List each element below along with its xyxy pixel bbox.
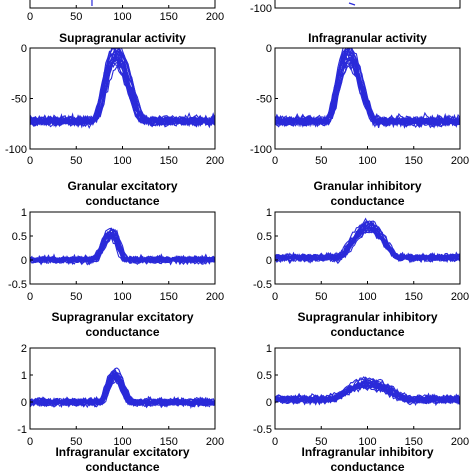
subplot-title: Granular excitatory [67,179,177,193]
y-tick-label: 0 [21,255,27,267]
trace-line [30,59,215,128]
trace-line [30,227,215,263]
x-tick-label: 200 [206,291,224,303]
subplot-title: conductance [85,194,159,208]
x-tick-label: 50 [315,436,327,448]
y-tick-label: 0.5 [257,370,272,382]
x-tick-label: 100 [113,436,131,448]
subplot-title: conductance [330,460,404,474]
y-tick-label: -50 [256,94,272,106]
y-tick-label: 1 [21,370,27,382]
trace-line [275,381,460,403]
x-tick-label: 200 [451,291,469,303]
x-tick-label: 0 [27,291,33,303]
y-tick-label: 0 [266,43,272,55]
y-tick-label: -100 [5,144,27,156]
x-tick-label: 150 [160,11,178,23]
subplot-title: conductance [85,460,159,474]
y-tick-label: 1 [21,207,27,219]
x-tick-label: 50 [70,436,82,448]
y-tick-label: 0 [266,397,272,409]
x-tick-label: 150 [405,155,423,167]
x-tick-label: 0 [272,436,278,448]
y-tick-label: -0.5 [253,279,272,291]
trace-line [275,229,460,263]
subplot-granular-inh-potential: 0 50 100 150 200 0 -50 -100 Granular inhibitoryc… [250,43,469,208]
trace-line [275,48,460,124]
x-tick-label: 200 [451,436,469,448]
x-tick-label: 100 [358,155,376,167]
y-tick-label: -100 [250,144,272,156]
y-tick-label: 0 [21,43,27,55]
x-tick-label: 100 [358,291,376,303]
x-tick-label: 100 [113,155,131,167]
y-tick-label: -1 [17,424,27,436]
x-tick-label: 50 [70,155,82,167]
y-tick-label: 0.5 [12,231,27,243]
subplot-title: Supragranular excitatory [51,310,193,324]
subplot-top-right: -100 Infragranular activity [250,0,461,45]
subplot-title: Supragranular activity [59,31,186,45]
x-tick-label: 50 [70,291,82,303]
subplot-title: Granular inhibitory [313,179,421,193]
x-tick-label: 200 [206,155,224,167]
trace-line [275,224,460,260]
trace-line [30,373,215,408]
x-tick-label: 200 [206,436,224,448]
axes-frame [274,0,461,9]
subplot-title: Supragranular inhibitory [297,310,437,324]
x-tick-label: 0 [272,155,278,167]
x-tick-label: 0 [272,291,278,303]
trace-line [30,48,215,128]
trace-line [348,2,356,6]
subplot-title: Infragranular activity [308,31,427,45]
trace-line [30,48,215,125]
y-tick-label: -50 [11,94,27,106]
x-tick-label: 200 [451,155,469,167]
y-tick-label: 2 [21,343,27,355]
trace-line [275,63,460,128]
subplot-title: Infragranular excitatory [55,445,189,459]
x-tick-label: 200 [206,11,224,23]
x-tick-label: 0 [27,436,33,448]
x-tick-label: 0 [27,155,33,167]
y-tick-label: 0 [266,255,272,267]
x-tick-label: 50 [70,11,82,23]
x-tick-label: 100 [113,291,131,303]
x-tick-label: 150 [160,155,178,167]
y-tick-label: -0.5 [8,279,27,291]
y-tick-label: 1 [266,343,272,355]
y-tick-label: -0.5 [253,424,272,436]
x-tick-label: 150 [160,436,178,448]
subplot-title: conductance [85,325,159,339]
trace-line [30,234,215,266]
y-tick-label: -100 [250,3,272,15]
x-tick-label: 150 [405,436,423,448]
x-tick-label: 50 [315,291,327,303]
x-tick-label: 150 [405,291,423,303]
subplot-title: conductance [330,325,404,339]
subplot-title: Infragranular inhibitory [301,445,433,459]
x-tick-label: 100 [358,436,376,448]
y-tick-label: 1 [266,207,272,219]
subplot-title: conductance [330,194,404,208]
subplot-top-left: 0 50 100 150 200 Supragranular activity [27,0,224,45]
x-tick-label: 150 [160,291,178,303]
subplot-granular-exc-potential: 0 50 100 150 200 0 -50 -100 Granular excitatoryc… [5,43,224,208]
x-tick-label: 0 [27,11,33,23]
y-tick-label: 0.5 [257,231,272,243]
x-tick-label: 100 [113,11,131,23]
trace-line [30,56,215,126]
y-tick-label: 0 [21,397,27,409]
x-tick-label: 50 [315,155,327,167]
